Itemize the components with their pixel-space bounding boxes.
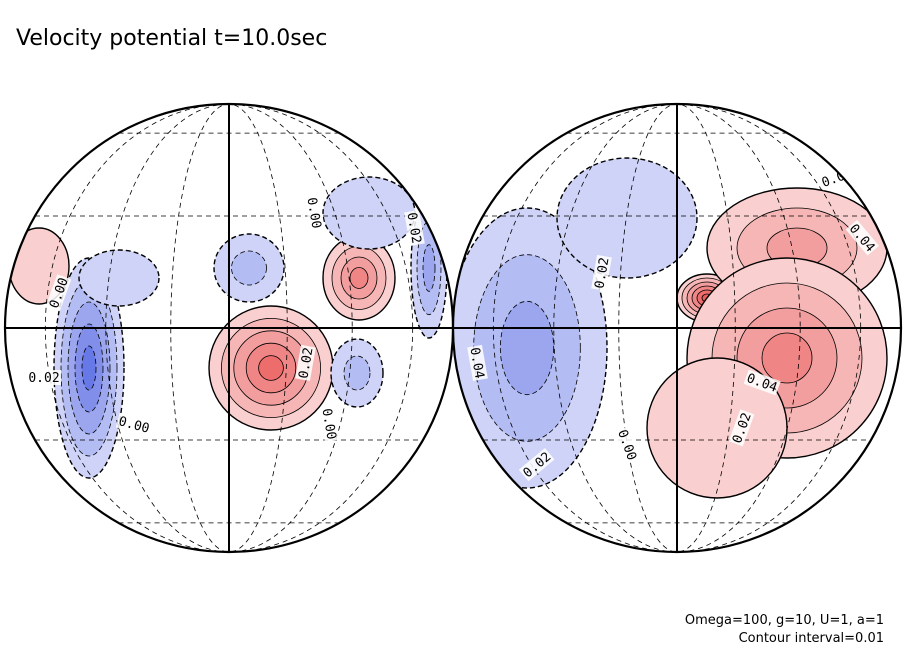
contour-line	[78, 249, 160, 307]
contour-label: 0.04	[466, 346, 486, 380]
contour-region-neg	[78, 249, 160, 307]
footer-notes: Omega=100, g=10, U=1, a=1 Contour interv…	[685, 612, 884, 648]
contour-line	[258, 355, 284, 381]
contour-line	[349, 267, 369, 289]
contour-line	[322, 176, 416, 250]
contour-label: 0.00	[24, 461, 53, 496]
contour-label-bg	[27, 370, 61, 385]
contour-label-bg	[591, 254, 612, 291]
contour-label-bg	[614, 426, 641, 464]
contour-label: 0.00	[303, 196, 323, 229]
contour-region-neg	[330, 338, 384, 408]
contour-label: 0.00	[318, 407, 338, 440]
contour-region-pos	[208, 305, 334, 431]
contour-label-bg	[743, 369, 781, 396]
contour-label-bg	[295, 344, 316, 381]
contour-label-bg	[45, 274, 72, 312]
contour-label-bg	[304, 194, 325, 231]
contour-label-bg	[467, 344, 488, 381]
contour-label: 0.02	[592, 256, 612, 289]
contour-label-bg	[24, 459, 55, 497]
contour-label-bg	[404, 209, 425, 246]
contour-region-neg	[322, 176, 416, 250]
hemisphere-1: 0.000.020.000.020.000.000.020.00	[3, 102, 455, 554]
hemisphere-2: 0.020.040.020.040.040.020.000.02	[451, 102, 903, 554]
contour-region-neg	[53, 257, 125, 479]
contour-label-bg	[728, 409, 755, 447]
contour-label: 0.02	[296, 346, 316, 379]
chart-title: Velocity potential t=10.0sec	[16, 26, 328, 51]
contour-line	[499, 300, 555, 396]
contour-region-neg	[453, 207, 608, 489]
contour-line	[761, 332, 813, 384]
contour-label: 0.02	[403, 211, 423, 244]
contour-label-bg	[518, 447, 555, 482]
contour-label-bg	[319, 405, 340, 442]
contour-region-pos	[322, 235, 396, 321]
contour-interval-note: Contour interval=0.01	[738, 631, 884, 646]
contour-region-neg	[213, 233, 285, 303]
contour-line	[556, 157, 698, 279]
contour-line	[231, 250, 267, 286]
contour-line	[422, 244, 436, 292]
contour-label-bg	[115, 412, 153, 437]
model-parameters: Omega=100, g=10, U=1, a=1	[684, 613, 884, 628]
contour-region-neg	[556, 157, 698, 279]
contour-line	[81, 345, 97, 391]
contour-label-bg	[845, 219, 880, 256]
contour-label: 0.02	[28, 371, 59, 386]
hemisphere-outline	[451, 102, 903, 554]
